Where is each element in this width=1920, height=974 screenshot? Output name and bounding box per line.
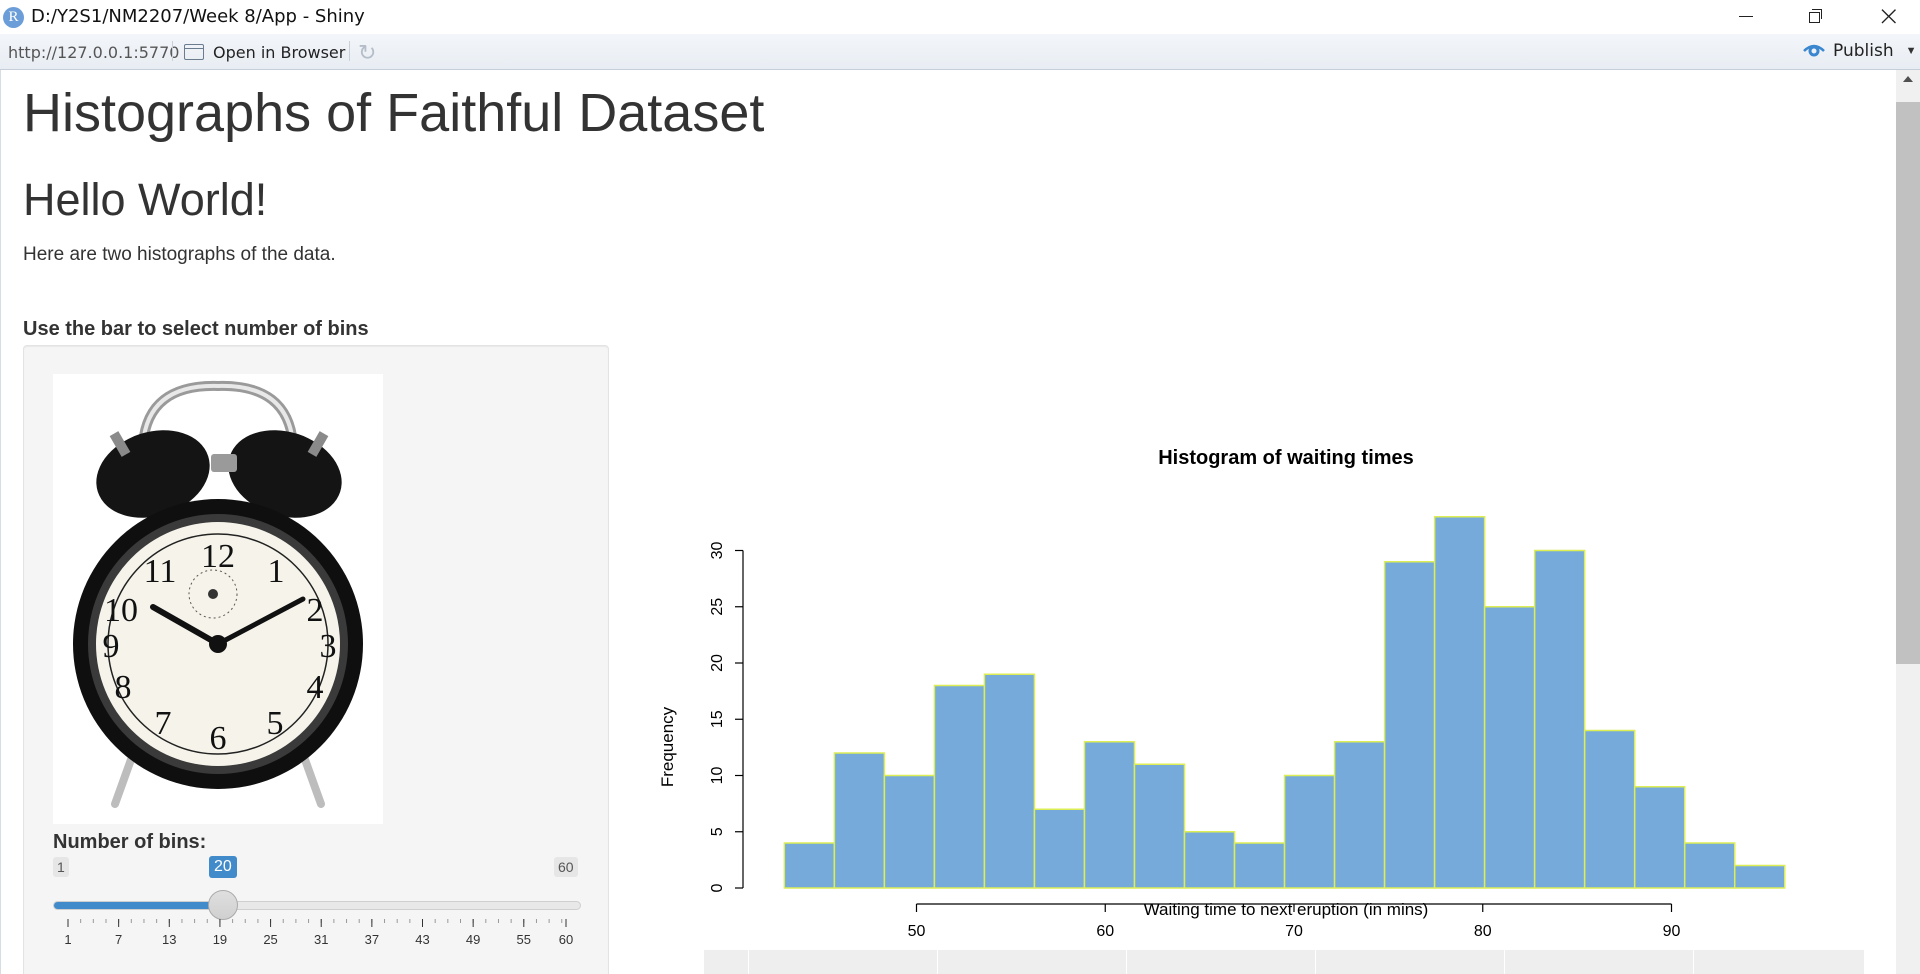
toolbar-separator xyxy=(349,41,350,61)
histogram-bar xyxy=(1183,831,1236,889)
slider-tick-label: 60 xyxy=(559,932,573,947)
y-tick-label: 15 xyxy=(709,710,726,728)
svg-text:8: 8 xyxy=(115,669,132,706)
browser-window-icon xyxy=(184,44,204,60)
restore-button[interactable] xyxy=(1784,0,1844,34)
slider-value-label: 20 xyxy=(209,856,237,878)
chart-title: Histogram of waiting times xyxy=(1158,447,1414,469)
x-tick-label: 80 xyxy=(1474,923,1492,940)
histogram-bar xyxy=(1333,741,1386,889)
histogram-bar xyxy=(1033,808,1086,889)
minimize-button[interactable] xyxy=(1715,0,1775,34)
bins-slider-handle[interactable] xyxy=(208,890,239,920)
svg-text:5: 5 xyxy=(267,705,284,742)
data-table-header xyxy=(704,950,1864,974)
close-icon: × xyxy=(1877,0,1901,32)
toolbar-separator xyxy=(172,41,173,61)
histogram-bar xyxy=(1433,516,1486,889)
histogram-bar xyxy=(983,673,1036,889)
window-title: D:/Y2S1/NM2207/Week 8/App - Shiny xyxy=(31,6,365,27)
histogram-bar xyxy=(1533,549,1586,889)
page-subtitle: Hello World! xyxy=(23,174,268,225)
svg-text:3: 3 xyxy=(320,628,337,665)
histogram-bar xyxy=(1683,842,1736,889)
scroll-up-arrow-icon[interactable] xyxy=(1903,76,1913,82)
r-app-icon: R xyxy=(3,7,24,28)
svg-text:6: 6 xyxy=(210,720,227,757)
x-tick-label: 90 xyxy=(1663,923,1681,940)
scrollbar-thumb[interactable] xyxy=(1896,102,1920,664)
slider-min-label: 1 xyxy=(53,857,69,877)
y-tick-label: 20 xyxy=(709,654,726,672)
svg-text:12: 12 xyxy=(201,538,235,575)
publish-label: Publish xyxy=(1833,41,1894,61)
histogram-bar xyxy=(1383,561,1436,889)
histogram-bar xyxy=(833,752,886,889)
y-axis-label: Frequency xyxy=(658,706,677,787)
svg-text:7: 7 xyxy=(155,705,172,742)
slider-tick-label: 55 xyxy=(517,932,531,947)
viewer-toolbar: http://127.0.0.1:5770 Open in Browser ↻ … xyxy=(0,34,1920,70)
slider-tick-label: 43 xyxy=(415,932,429,947)
y-tick-label: 0 xyxy=(709,883,726,892)
publish-icon xyxy=(1803,44,1825,57)
slider-tick-label: 49 xyxy=(466,932,480,947)
y-tick-label: 30 xyxy=(709,542,726,560)
url-display[interactable]: http://127.0.0.1:5770 xyxy=(8,43,180,62)
histogram-bar xyxy=(1733,864,1786,889)
histogram-waiting-times: Histogram of waiting times Frequency Wai… xyxy=(658,447,1786,940)
histogram-bar xyxy=(1633,786,1686,889)
y-tick-label: 10 xyxy=(709,767,726,785)
bins-slider-fill xyxy=(54,902,225,909)
histogram-bar xyxy=(883,774,936,889)
histogram-bar xyxy=(933,684,986,889)
histogram-bar xyxy=(1133,763,1186,889)
close-button[interactable]: × xyxy=(1855,0,1915,34)
slider-tick-label: 37 xyxy=(365,932,379,947)
x-axis-label: Waiting time to next eruption (in mins) xyxy=(1144,900,1429,919)
histogram-bar xyxy=(1233,842,1286,889)
refresh-icon[interactable]: ↻ xyxy=(358,40,377,65)
open-in-browser-label: Open in Browser xyxy=(213,42,346,62)
svg-text:2: 2 xyxy=(307,592,324,629)
y-tick-label: 5 xyxy=(709,827,726,836)
slider-tick-label: 7 xyxy=(115,932,122,947)
window-titlebar: R D:/Y2S1/NM2207/Week 8/App - Shiny × xyxy=(0,0,1920,35)
slider-max-label: 60 xyxy=(554,857,578,877)
histogram-bar xyxy=(1283,774,1336,889)
vertical-scrollbar[interactable] xyxy=(1896,70,1920,974)
slider-tick-label: 31 xyxy=(314,932,328,947)
svg-text:9: 9 xyxy=(103,628,120,665)
svg-text:1: 1 xyxy=(268,553,285,590)
histogram-bar xyxy=(1583,729,1636,889)
open-in-browser-button[interactable]: Open in Browser xyxy=(184,41,345,63)
sidebar-heading: Use the bar to select number of bins xyxy=(23,318,369,340)
intro-text: Here are two histographs of the data. xyxy=(23,244,336,265)
page-title: Histographs of Faithful Dataset xyxy=(23,83,765,143)
svg-text:4: 4 xyxy=(307,669,324,706)
chevron-down-icon[interactable]: ▼ xyxy=(1905,45,1917,57)
histogram-bar xyxy=(1083,741,1136,889)
svg-text:10: 10 xyxy=(104,592,138,629)
sidebar-panel: 12 1 2 3 4 5 6 7 8 9 10 11 Number of bin… xyxy=(23,345,609,974)
slider-tick-label: 25 xyxy=(263,932,277,947)
alarm-clock-image: 12 1 2 3 4 5 6 7 8 9 10 11 xyxy=(53,374,383,824)
x-tick-label: 70 xyxy=(1285,923,1303,940)
histogram-bar xyxy=(783,842,836,889)
slider-label: Number of bins: xyxy=(53,831,207,853)
slider-tick-label: 13 xyxy=(162,932,176,947)
x-tick-label: 50 xyxy=(908,923,926,940)
publish-button[interactable]: Publish ▼ xyxy=(1803,41,1917,61)
bins-slider-track[interactable] xyxy=(53,901,581,910)
shiny-app-content: Histographs of Faithful Dataset Hello Wo… xyxy=(0,70,1897,974)
slider-tick-label: 19 xyxy=(213,932,227,947)
histogram-bar xyxy=(1483,606,1536,889)
y-tick-label: 25 xyxy=(709,598,726,616)
svg-text:11: 11 xyxy=(144,553,177,590)
slider-tick-label: 1 xyxy=(64,932,71,947)
x-tick-label: 60 xyxy=(1096,923,1114,940)
